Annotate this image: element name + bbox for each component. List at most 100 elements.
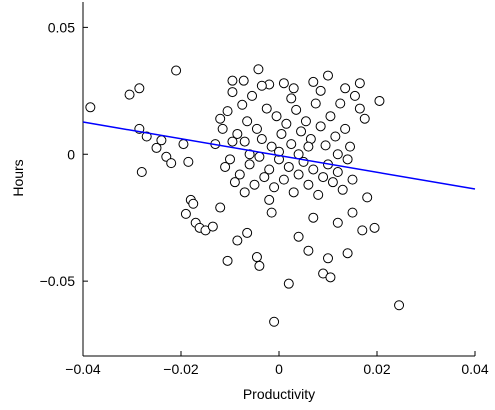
data-point — [215, 202, 226, 213]
y-axis-title: Hours — [10, 159, 26, 196]
data-point — [374, 95, 385, 106]
data-point — [293, 231, 304, 242]
data-point — [249, 179, 260, 190]
data-point — [325, 111, 336, 122]
data-point — [166, 158, 177, 169]
data-point — [347, 207, 358, 218]
data-point — [254, 260, 265, 271]
data-point — [253, 64, 264, 75]
fit-line-layer — [82, 121, 476, 190]
x-axis-title: Productivity — [243, 386, 315, 402]
data-point — [288, 187, 299, 198]
data-point — [256, 80, 267, 91]
data-point — [269, 182, 280, 193]
data-point — [244, 159, 255, 170]
data-point — [234, 169, 245, 180]
data-point — [308, 164, 319, 175]
data-point — [293, 149, 304, 160]
data-point — [286, 139, 297, 150]
data-point — [283, 278, 294, 289]
data-point — [296, 126, 307, 137]
data-point — [276, 128, 287, 139]
data-point — [332, 149, 343, 160]
data-point — [229, 177, 240, 188]
data-point — [178, 139, 189, 150]
ticks-layer: −0.04 −0.02 0 0.02 0.04 −0.05 0 0.05 — [40, 19, 489, 377]
y-tick-label: −0.05 — [40, 273, 76, 289]
data-point — [261, 103, 272, 114]
data-point — [134, 83, 145, 94]
data-point — [337, 184, 348, 195]
data-point — [330, 131, 341, 142]
data-point — [264, 194, 275, 205]
data-point — [180, 208, 191, 219]
data-point — [227, 75, 238, 86]
x-tick-label: 0.04 — [461, 361, 488, 377]
data-point — [323, 253, 333, 264]
y-tick-label: 0.05 — [48, 19, 75, 35]
data-point — [141, 131, 152, 142]
data-point — [238, 75, 249, 86]
data-point — [354, 103, 365, 114]
data-point — [215, 113, 226, 124]
data-point — [332, 217, 343, 228]
data-point — [269, 316, 280, 327]
data-point — [232, 235, 243, 246]
data-point — [239, 136, 250, 147]
data-point — [151, 142, 162, 153]
data-point — [237, 99, 248, 110]
data-point — [288, 83, 299, 94]
regression-line — [82, 121, 476, 190]
x-tick-label: −0.04 — [65, 361, 101, 377]
data-point — [207, 221, 218, 232]
data-point — [340, 123, 351, 134]
data-point — [332, 167, 343, 178]
data-point — [394, 300, 405, 311]
data-point — [264, 164, 275, 175]
data-point — [340, 83, 351, 94]
data-point — [308, 212, 319, 223]
data-point — [308, 76, 319, 87]
data-point — [259, 172, 270, 183]
data-point — [171, 65, 182, 76]
data-point — [283, 161, 294, 172]
data-point — [345, 141, 356, 152]
data-point — [335, 98, 346, 109]
data-point — [310, 98, 321, 109]
data-point — [242, 116, 253, 127]
data-point — [188, 198, 199, 209]
data-point — [227, 87, 238, 98]
data-point — [286, 93, 297, 104]
data-point — [239, 187, 250, 198]
data-point — [300, 116, 311, 127]
data-point — [232, 128, 243, 139]
data-point — [227, 136, 238, 147]
data-point — [254, 151, 265, 162]
data-point — [342, 154, 353, 165]
data-point — [278, 78, 289, 89]
data-point — [303, 245, 314, 256]
data-point — [251, 123, 262, 134]
x-tick-label: 0.02 — [363, 361, 390, 377]
x-tick-label: −0.02 — [163, 361, 199, 377]
y-tick-label: 0 — [67, 146, 75, 162]
data-point — [217, 123, 228, 134]
data-point — [278, 174, 289, 185]
data-point — [251, 252, 262, 263]
data-point — [323, 70, 333, 81]
data-point — [256, 134, 267, 145]
data-point — [327, 177, 338, 188]
data-point — [359, 113, 370, 124]
data-point — [183, 156, 194, 167]
data-point — [369, 222, 380, 233]
data-point — [362, 192, 373, 203]
data-point — [320, 140, 331, 151]
data-point — [349, 90, 360, 101]
data-point — [318, 172, 329, 183]
data-point — [266, 141, 277, 152]
data-point — [225, 154, 235, 165]
data-point — [85, 102, 96, 113]
points-layer — [85, 64, 405, 327]
